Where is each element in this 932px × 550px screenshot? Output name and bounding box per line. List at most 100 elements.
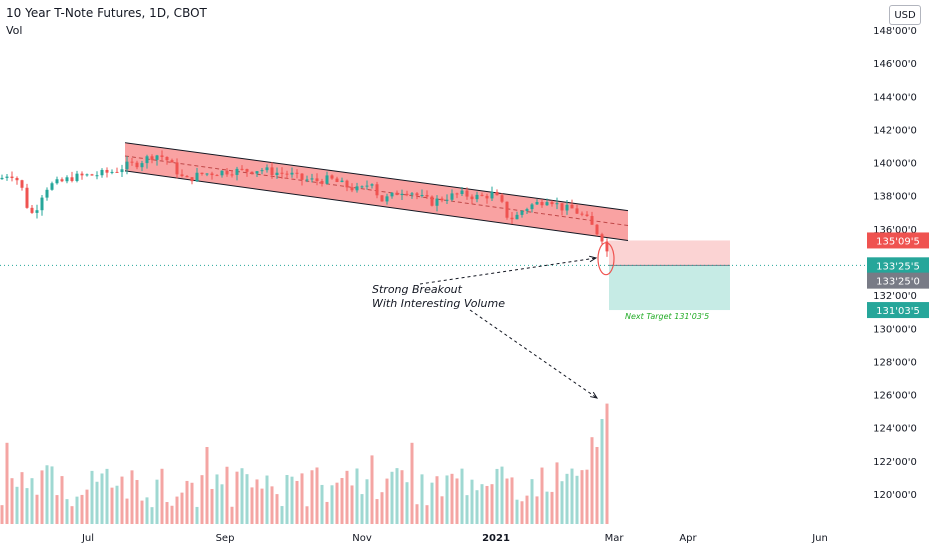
candle-body bbox=[605, 241, 609, 252]
candle-body bbox=[30, 207, 34, 213]
volume-bar bbox=[165, 502, 169, 524]
volume-bar bbox=[455, 478, 459, 524]
volume-bar bbox=[460, 468, 464, 524]
candle-body bbox=[145, 156, 149, 164]
breakout-annotation: Strong Breakout With Interesting Volume bbox=[372, 283, 505, 311]
candle-body bbox=[50, 183, 54, 190]
candle-body bbox=[60, 179, 64, 182]
volume-bar bbox=[315, 467, 319, 524]
volume-bar bbox=[495, 468, 499, 524]
volume-bar bbox=[215, 474, 219, 524]
volume-bar bbox=[290, 476, 294, 524]
channel-upper-line[interactable] bbox=[124, 142, 629, 212]
volume-bar bbox=[115, 485, 119, 524]
candle-body bbox=[160, 155, 164, 157]
candle-body bbox=[320, 181, 324, 184]
candle-body bbox=[430, 196, 434, 206]
volume-bar bbox=[305, 506, 309, 524]
candle-body bbox=[385, 196, 389, 202]
volume-bar bbox=[450, 473, 454, 524]
candle-body bbox=[345, 180, 349, 188]
volume-bar bbox=[370, 455, 374, 524]
price-tick-label: 122'00'0 bbox=[873, 457, 917, 468]
candle-body bbox=[275, 172, 279, 175]
candle-body bbox=[300, 173, 304, 180]
candle-body bbox=[255, 171, 259, 174]
volume-bar bbox=[600, 419, 604, 524]
volume-bar bbox=[550, 491, 554, 524]
chart-title: 10 Year T-Note Futures, 1D, CBOT bbox=[6, 6, 207, 20]
volume-bar bbox=[230, 506, 234, 524]
volume-bar bbox=[90, 470, 94, 524]
volume-bar bbox=[500, 466, 504, 524]
volume-bar bbox=[50, 466, 54, 524]
volume-bar bbox=[110, 487, 114, 524]
annotation-line-1: Strong Breakout bbox=[372, 283, 462, 296]
candle-body bbox=[565, 204, 569, 211]
volume-bar bbox=[155, 479, 159, 524]
candle-body bbox=[150, 156, 154, 160]
currency-button[interactable]: USD bbox=[889, 5, 921, 25]
price-tag-label: 131'03'5 bbox=[876, 306, 920, 317]
candle-body bbox=[200, 172, 204, 175]
volume-bar bbox=[55, 495, 59, 524]
volume-bar bbox=[5, 442, 9, 524]
price-tag bbox=[867, 272, 929, 289]
channel-lower-line[interactable] bbox=[124, 170, 629, 241]
candle-body bbox=[365, 185, 369, 187]
volume-bar bbox=[160, 468, 164, 524]
candle-body bbox=[595, 224, 599, 235]
candle-body bbox=[210, 173, 214, 176]
volume-bar bbox=[580, 470, 584, 524]
price-tick-label: 124'00'0 bbox=[873, 424, 917, 435]
candle-body bbox=[290, 172, 294, 175]
price-tag-label: 133'25'0 bbox=[876, 277, 920, 288]
candle-body bbox=[95, 175, 99, 177]
candle-body bbox=[305, 179, 309, 181]
chart-header: 10 Year T-Note Futures, 1D, CBOT Vol bbox=[6, 6, 207, 37]
candle-body bbox=[535, 202, 539, 205]
candle-body bbox=[315, 178, 319, 182]
volume-bar bbox=[100, 473, 104, 524]
candle-body bbox=[120, 169, 124, 173]
candle-body bbox=[35, 210, 39, 213]
volume-bar bbox=[105, 468, 109, 524]
volume-bar bbox=[425, 505, 429, 524]
candle-body bbox=[205, 173, 209, 175]
price-tick-label: 140'00'0 bbox=[873, 159, 917, 170]
volume-bar bbox=[595, 447, 599, 524]
candle-body bbox=[40, 197, 44, 211]
volume-bar bbox=[170, 505, 174, 524]
candle-body bbox=[495, 191, 499, 196]
volume-bar bbox=[590, 437, 594, 524]
candle-body bbox=[80, 173, 84, 176]
candle-body bbox=[455, 193, 459, 195]
volume-bar bbox=[310, 470, 314, 524]
candle-body bbox=[235, 168, 239, 175]
price-tick-label: 136'00'0 bbox=[873, 225, 917, 236]
next-target-label: Next Target 131'03'5 bbox=[625, 312, 710, 321]
arrow-to-breakout bbox=[419, 257, 597, 285]
candle-body bbox=[585, 214, 589, 217]
volume-bar bbox=[240, 468, 244, 524]
volume-bar bbox=[255, 479, 259, 524]
volume-bar bbox=[470, 479, 474, 524]
candle-body bbox=[10, 176, 14, 178]
volume-bar bbox=[260, 488, 264, 524]
volume-bar bbox=[0, 505, 4, 524]
candle-body bbox=[380, 195, 384, 202]
volume-bar bbox=[265, 475, 269, 524]
volume-bar bbox=[125, 498, 129, 524]
candle-body bbox=[70, 177, 74, 181]
candle-body bbox=[240, 168, 244, 170]
volume-bar bbox=[435, 476, 439, 524]
volume-bar bbox=[140, 500, 144, 524]
candle-body bbox=[575, 208, 579, 214]
candle-body bbox=[435, 198, 439, 206]
candle-body bbox=[140, 163, 144, 168]
volume-indicator-label[interactable]: Vol bbox=[6, 24, 23, 37]
price-axis: 148'00'0 146'00'0 144'00'0 142'00'0 140'00'0… bbox=[867, 26, 929, 501]
candle-body bbox=[355, 186, 359, 191]
volume-bar bbox=[45, 465, 49, 524]
